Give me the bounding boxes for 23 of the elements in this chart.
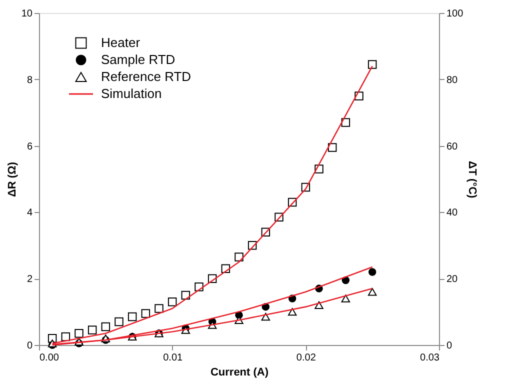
y-tick-label: 10 bbox=[21, 8, 33, 20]
y2-tick-label: 0 bbox=[446, 340, 452, 352]
x-tick-label: 0.01 bbox=[163, 352, 183, 364]
y-tick-label: 2 bbox=[26, 274, 33, 286]
y2-axis-title: ΔT (°C) bbox=[466, 160, 478, 199]
y2-tick-label: 60 bbox=[446, 141, 458, 152]
legend-label: Heater bbox=[101, 35, 141, 50]
x-tick-label: 0.02 bbox=[296, 352, 316, 364]
y2-tick-label: 80 bbox=[446, 74, 458, 86]
y-tick-label: 0 bbox=[26, 340, 33, 352]
x-axis-title: Current (A) bbox=[210, 366, 269, 378]
x-tick-label: 0.03 bbox=[420, 352, 440, 364]
y-tick-label: 8 bbox=[26, 74, 33, 86]
legend-label: Simulation bbox=[101, 86, 162, 101]
y2-tick-label: 100 bbox=[446, 8, 464, 20]
y-tick-label: 6 bbox=[26, 141, 33, 152]
y-tick-label: 4 bbox=[26, 208, 33, 219]
legend-label: Sample RTD bbox=[101, 52, 176, 67]
legend-label: Reference RTD bbox=[101, 69, 192, 84]
y2-tick-label: 20 bbox=[446, 274, 458, 286]
x-tick-label: 0.00 bbox=[40, 352, 60, 364]
y2-tick-label: 40 bbox=[446, 208, 458, 219]
y-axis-title: ΔR (Ω) bbox=[6, 162, 18, 198]
